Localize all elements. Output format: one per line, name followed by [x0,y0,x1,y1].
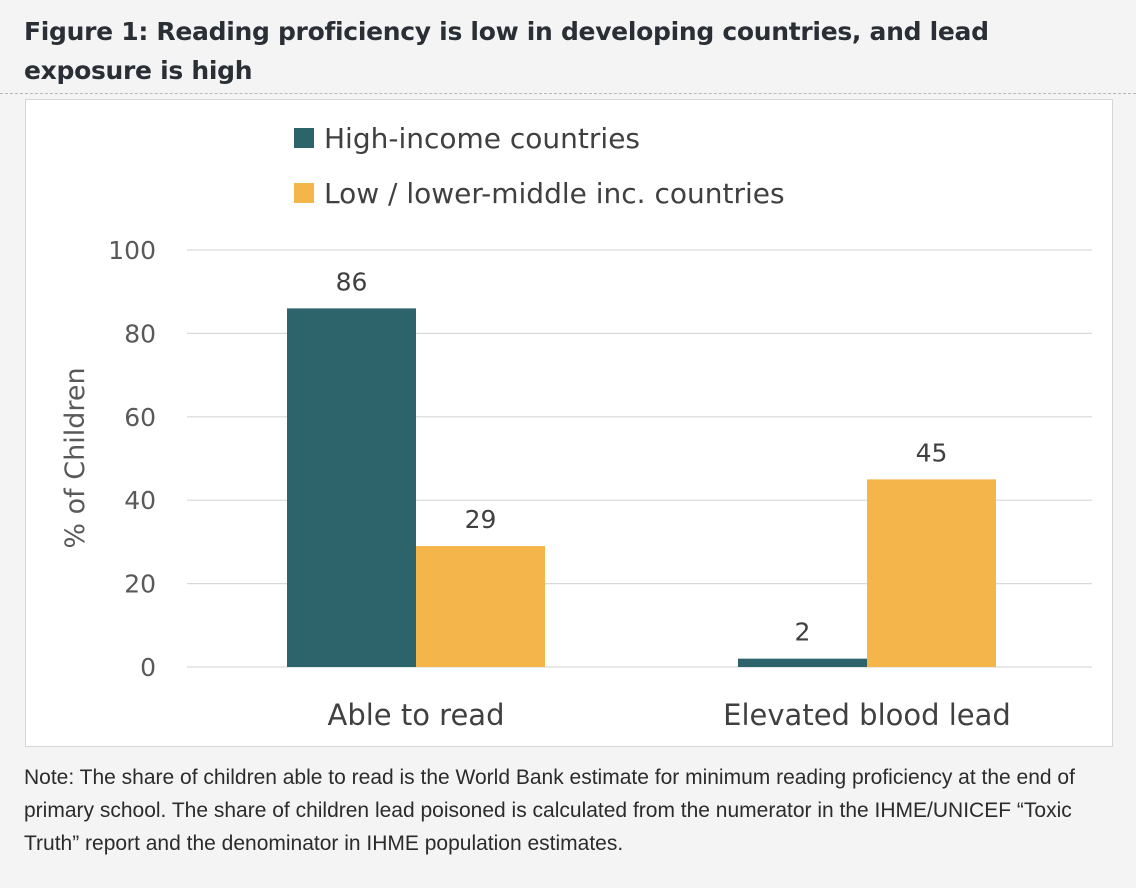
legend-label: Low / lower-middle inc. countries [324,177,785,210]
legend-label: High-income countries [324,122,640,155]
title-divider [0,93,1136,94]
bar [416,546,545,667]
data-label: 86 [336,267,368,296]
bar [867,479,996,667]
y-tick-label: 20 [124,570,156,599]
y-tick-label: 80 [124,319,156,348]
x-category-label: Able to read [327,698,504,732]
bar [287,308,416,667]
x-category-label: Elevated blood lead [723,698,1011,732]
data-label: 29 [465,505,497,534]
y-axis-title: % of Children [60,367,91,548]
y-tick-label: 0 [140,653,156,682]
chart-panel: 0 20 40 60 80 100 % of Children 86 29 Able to rea… [25,99,1113,747]
legend-swatch [294,183,314,203]
bar-chart: 0 20 40 60 80 100 % of Children 86 29 Able to rea… [60,122,1092,732]
figure-note: Note: The share of children able to read… [24,766,1075,855]
y-tick-label: 60 [124,403,156,432]
y-tick-label: 100 [108,236,156,265]
data-label: 2 [795,618,811,647]
y-tick-label: 40 [124,486,156,515]
data-label: 45 [916,438,948,467]
figure-title: Figure 1: Reading proficiency is low in … [24,17,989,85]
legend-swatch [294,128,314,148]
bar [738,658,867,667]
